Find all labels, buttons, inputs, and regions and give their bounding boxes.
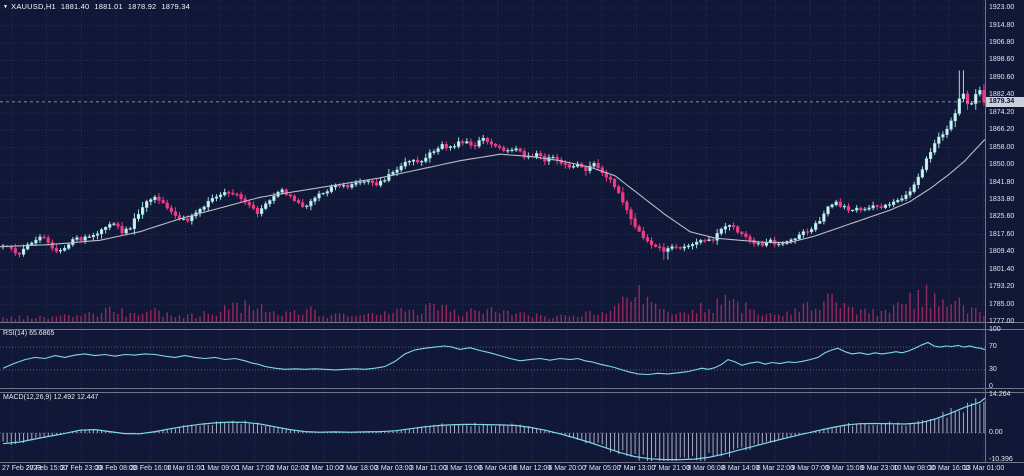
time-axis-label: 2 Mar 02:00 <box>270 465 309 472</box>
volume-layer <box>2 284 985 322</box>
rsi-indicator-label: RSI(14) 65.6865 <box>3 330 54 337</box>
price-axis-label: 1777.00 <box>989 318 1015 325</box>
rsi-axis-label: 30 <box>989 366 997 373</box>
time-axis-label: 27 Feb 2023 <box>2 465 42 472</box>
macd-name: MACD(12,26,9) <box>3 394 52 401</box>
time-axis-label: 3 Mar 11:00 <box>409 465 447 472</box>
price-axis-label: 1874.20 <box>989 109 1015 116</box>
price-axis-label: 1793.20 <box>989 283 1015 290</box>
price-axis-label: 1833.80 <box>989 196 1015 203</box>
macd-main-value: 12.492 <box>53 394 76 401</box>
rsi-layer <box>0 341 986 376</box>
time-axis-label: 1 Mar 09:00 <box>201 465 239 472</box>
rsi-axis-label: 0 <box>989 383 993 390</box>
time-axis-label: 6 Mar 12:00 <box>513 465 552 472</box>
price-axis-label: 1898.60 <box>989 56 1015 63</box>
time-axis-label: 3 Mar 03:00 <box>375 465 413 472</box>
price-axis-label: 1866.20 <box>989 126 1015 133</box>
time-axis-label: 27 Feb 15:00 <box>26 465 68 472</box>
price-axis-label: 1809.40 <box>989 248 1015 255</box>
time-axis-label: 28 Feb 08:00 <box>95 465 137 472</box>
macd-indicator-label: MACD(12,26,9) 12.492 12.447 <box>3 394 98 401</box>
time-axis-label: 7 Mar 13:00 <box>617 465 656 472</box>
price-axis-label: 1882.40 <box>989 91 1015 98</box>
time-axis-label: 28 Feb 16:00 <box>130 465 172 472</box>
rsi-axis-label: 100 <box>989 326 1001 333</box>
time-axis-label: 6 Mar 04:00 <box>479 465 517 472</box>
symbol-marker-icon: ▼ <box>3 4 9 10</box>
moving-average-line <box>0 138 986 248</box>
time-axis-label: 1 Mar 01:00 <box>166 465 205 472</box>
price-axis-label: 1850.00 <box>989 161 1015 168</box>
ohlc-open: 1881.40 <box>60 2 90 11</box>
current-price-value: 1879.34 <box>989 98 1015 105</box>
macd-layer <box>0 397 986 461</box>
time-axis-label: 7 Mar 05:00 <box>583 465 621 472</box>
ohlc-close: 1879.34 <box>161 2 190 11</box>
time-axis-label: 3 Mar 19:00 <box>444 465 482 472</box>
price-axis-label: 1841.80 <box>989 179 1015 186</box>
time-axis-label: 6 Mar 20:00 <box>548 465 586 472</box>
separators-layer <box>0 0 1024 463</box>
time-axis-label: 10 Mar 08:00 <box>893 465 935 472</box>
price-axis-label: 1858.00 <box>989 144 1015 151</box>
time-axis-label: 9 Mar 15:00 <box>826 465 864 472</box>
time-axis-label: 9 Mar 23:00 <box>860 465 899 472</box>
rsi-name: RSI(14) <box>3 330 28 337</box>
price-axis-label: 1801.40 <box>989 266 1015 273</box>
price-axis-label: 1785.00 <box>989 301 1015 308</box>
time-axis-label: 8 Mar 22:00 <box>756 465 795 472</box>
macd-axis-label: 14.264 <box>989 391 1011 398</box>
ohlc-low: 1878.92 <box>127 2 157 11</box>
ohlc-high: 1881.01 <box>94 2 123 11</box>
chart-title: ▼ XAUUSD,H1 1881.40 1881.01 1878.92 1879.34 <box>3 2 190 11</box>
price-axis-label: 1906.80 <box>989 39 1015 46</box>
time-axis-label: 2 Mar 18:00 <box>340 465 378 472</box>
time-axis-label: 7 Mar 21:00 <box>652 465 690 472</box>
price-axis-label: 1890.60 <box>989 74 1015 81</box>
time-axis-label: 13 Mar 01:00 <box>962 465 1005 472</box>
price-axis-label: 1914.80 <box>989 22 1015 29</box>
time-axis-label: 2 Mar 10:00 <box>305 465 343 472</box>
time-axis-label: 1 Mar 17:00 <box>236 465 274 472</box>
macd-axis-label: 0.00 <box>989 429 1003 436</box>
time-axis-label: 8 Mar 06:00 <box>687 465 725 472</box>
macd-axis-label: -10.396 <box>989 456 1013 463</box>
time-axis-label: 9 Mar 07:00 <box>791 465 829 472</box>
current-price-tag: 1879.34 <box>986 97 1024 107</box>
price-axis-label: 1923.00 <box>989 4 1015 11</box>
time-axis-label: 10 Mar 16:00 <box>928 465 970 472</box>
price-axis-label: 1817.60 <box>989 231 1015 238</box>
symbol-period-label: XAUUSD,H1 <box>11 2 56 11</box>
price-axis-label: 1825.60 <box>989 213 1015 220</box>
rsi-axis-label: 70 <box>989 343 997 350</box>
rsi-value: 65.6865 <box>29 330 55 337</box>
macd-signal-value: 12.447 <box>76 394 99 401</box>
grid-layer <box>0 0 985 462</box>
time-axis-label: 27 Feb 23:00 <box>60 465 103 472</box>
time-axis-label: 8 Mar 14:00 <box>722 465 760 472</box>
